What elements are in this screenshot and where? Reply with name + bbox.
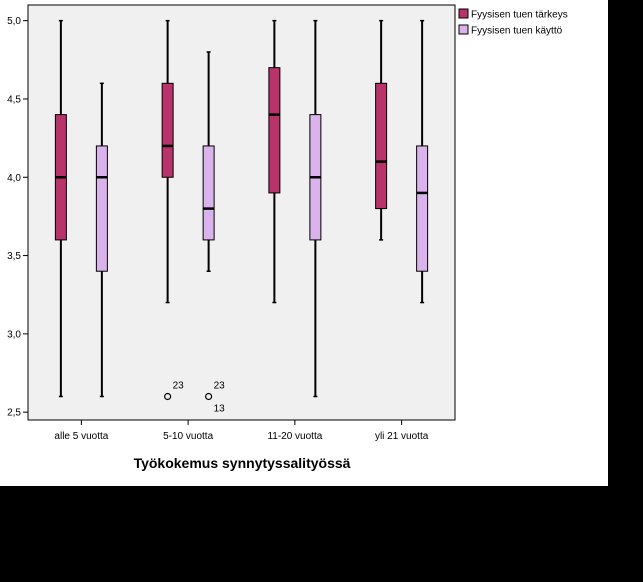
outlier-label: 23 (214, 381, 226, 392)
y-tick-label: 2,5 (7, 408, 21, 419)
box-iqr (202, 145, 215, 241)
legend: Fyysisen tuen tärkeys Fyysisen tuen käytt… (458, 8, 568, 37)
box-fyysisen-tuen-t-rkeys-5-10-vuotta: 23 (161, 19, 185, 401)
legend-label-fyysisen-tuen-k-ytt: Fyysisen tuen käyttö (471, 26, 563, 37)
box-iqr (268, 67, 281, 194)
x-axis: alle 5 vuotta 5-10 vuotta 11-20 vuotta yli … (54, 420, 429, 442)
legend-label-fyysisen-tuen-t-rkeys: Fyysisen tuen tärkeys (471, 10, 568, 21)
box-iqr (416, 145, 429, 272)
x-axis-title: Työkokemus synnytyssalityössä (134, 455, 351, 471)
y-axis: 2,5 3,0 3,5 4,0 4,5 5,0 (7, 16, 28, 419)
x-tick-label-11-20-vuotta: 11-20 vuotta (267, 431, 322, 442)
box-iqr (375, 82, 388, 210)
legend-swatch-fyysisen-tuen-t-rkeys (458, 8, 469, 19)
outlier-point (164, 392, 172, 401)
box-fyysisen-tuen-k-ytt-alle-5-vuotta (95, 82, 108, 398)
box-iqr (95, 145, 108, 272)
y-tick-label: 4,5 (7, 94, 21, 105)
y-tick-label: 4,0 (7, 173, 21, 184)
outlier-point (205, 392, 213, 401)
legend-swatch-fyysisen-tuen-k-ytt (458, 24, 469, 35)
box-iqr (161, 82, 174, 178)
outlier-label: 23 (173, 381, 185, 392)
box-fyysisen-tuen-k-ytt-yli-21-vuotta (416, 19, 429, 304)
box-series-group: 23 23 13 (54, 19, 429, 415)
x-tick-label-alle-5-vuotta: alle 5 vuotta (54, 431, 108, 442)
box-fyysisen-tuen-k-ytt-11-20-vuotta (309, 19, 322, 398)
outlier-label: 13 (214, 404, 226, 415)
box-fyysisen-tuen-k-ytt-5-10-vuotta: 23 13 (202, 51, 226, 415)
box-fyysisen-tuen-t-rkeys-yli-21-vuotta (375, 19, 388, 241)
y-tick-label: 3,5 (7, 251, 21, 262)
box-fyysisen-tuen-t-rkeys-alle-5-vuotta (54, 19, 67, 398)
box-fyysisen-tuen-t-rkeys-11-20-vuotta (268, 19, 281, 304)
x-tick-label-yli-21-vuotta: yli 21 vuotta (375, 431, 429, 442)
x-tick-label-5-10-vuotta: 5-10 vuotta (163, 431, 213, 442)
plot-area (27, 4, 456, 421)
y-tick-label: 3,0 (7, 329, 21, 340)
y-tick-label: 5,0 (7, 16, 21, 27)
